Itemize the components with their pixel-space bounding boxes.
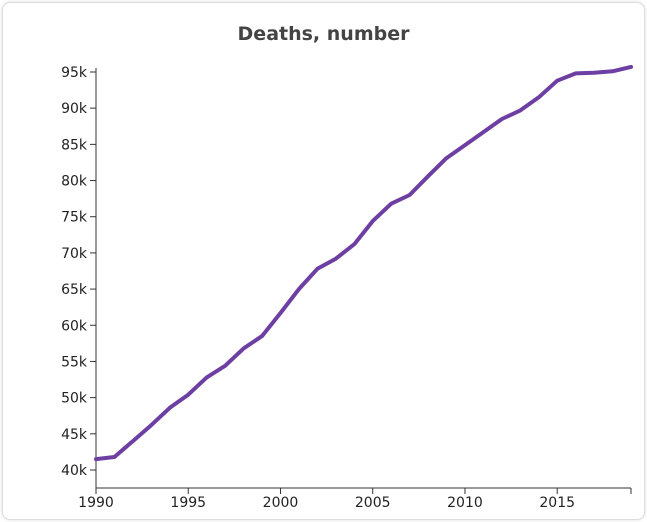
y-tick-label: 80k (61, 174, 88, 190)
y-tick-label: 40k (61, 463, 88, 479)
x-tick-label: 2015 (539, 495, 575, 511)
x-tick-label: 1990 (78, 495, 114, 511)
y-tick-label: 45k (61, 427, 88, 443)
line-chart: 40k 45k 50k 55k 60k 65k 70k 75k 80k 85k 90k 95k 1990… (61, 64, 633, 511)
chart-title: Deaths, number (237, 23, 410, 45)
y-tick-label: 85k (61, 137, 88, 153)
y-tick-label: 65k (61, 282, 88, 298)
x-tick-label: 2010 (447, 495, 483, 511)
y-tick-label: 55k (61, 354, 88, 370)
x-tick-label: 2000 (263, 495, 299, 511)
series-line (94, 64, 633, 462)
y-tick-label: 75k (61, 210, 88, 226)
y-tick-label: 60k (61, 318, 88, 334)
y-tick-label: 50k (61, 391, 88, 407)
y-tick-label: 95k (61, 65, 88, 81)
y-tick-label: 70k (61, 246, 88, 262)
y-tick-label: 90k (61, 101, 88, 117)
x-tick-label: 1995 (170, 495, 206, 511)
x-tick-label: 2005 (355, 495, 391, 511)
